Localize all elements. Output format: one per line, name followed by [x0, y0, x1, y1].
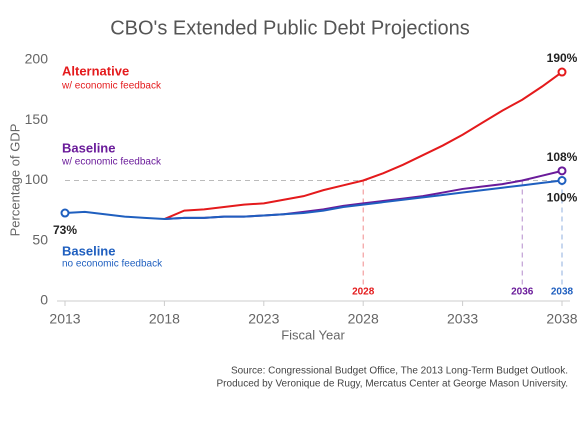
- legend-sublabel: no economic feedback: [62, 259, 163, 270]
- y-tick-label: 150: [25, 111, 49, 127]
- legend-label: Baseline: [62, 243, 115, 258]
- series-line: [164, 71, 563, 220]
- x-tick-label: 2013: [49, 311, 80, 327]
- x-tick-label: 2038: [546, 311, 577, 327]
- marker-label: 2036: [511, 287, 534, 298]
- y-tick-label: 200: [25, 51, 49, 67]
- series-line: [64, 179, 563, 221]
- x-tick-label: 2023: [248, 311, 279, 327]
- x-axis-title: Fiscal Year: [281, 327, 345, 342]
- x-tick-label: 2028: [348, 311, 379, 327]
- value-label: 190%: [547, 51, 578, 65]
- source-note: Produced by Veronique de Rugy, Mercatus …: [217, 379, 568, 390]
- y-tick-label: 0: [40, 292, 48, 308]
- chart-title: CBO's Extended Public Debt Projections: [110, 17, 470, 39]
- y-tick-label: 50: [32, 231, 48, 247]
- legend-sublabel: w/ economic feedback: [61, 157, 162, 168]
- end-point: [557, 67, 567, 77]
- end-point: [557, 166, 567, 176]
- source-note: Source: Congressional Budget Office, The…: [231, 366, 568, 377]
- value-label: 100%: [547, 191, 578, 205]
- marker-label: 2038: [551, 287, 574, 298]
- x-tick-label: 2033: [447, 311, 478, 327]
- y-tick-label: 100: [25, 171, 49, 187]
- value-label: 108%: [547, 150, 578, 164]
- y-axis-title: Percentage of GDP: [7, 124, 22, 237]
- end-point: [60, 208, 70, 218]
- legend-label: Alternative: [62, 63, 129, 78]
- legend-sublabel: w/ economic feedback: [61, 81, 162, 92]
- legend-label: Baseline: [62, 140, 115, 155]
- value-label: 73%: [53, 223, 77, 237]
- x-tick-label: 2018: [149, 311, 180, 327]
- end-point: [557, 176, 567, 185]
- marker-label: 2028: [352, 287, 375, 298]
